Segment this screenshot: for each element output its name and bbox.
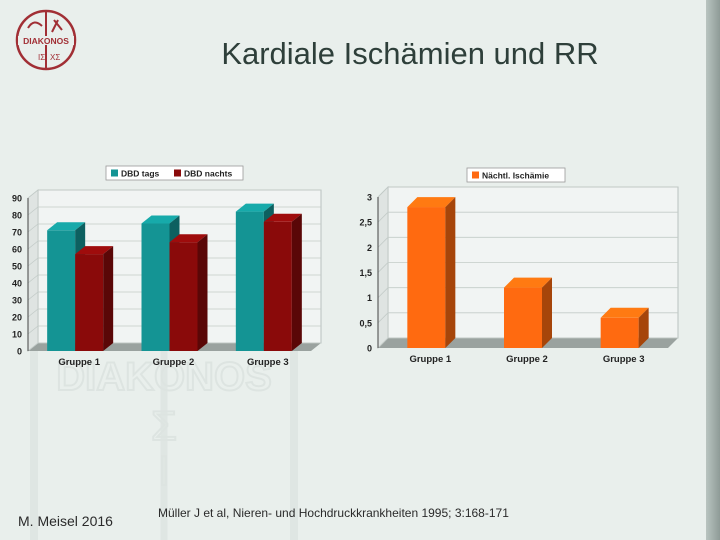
- gridline: [27, 257, 321, 267]
- gridline: [377, 211, 678, 223]
- svg-text:Ι: Ι: [158, 447, 170, 494]
- author-footer: M. Meisel 2016: [18, 513, 113, 529]
- legend: Nächtl. Ischämie: [466, 167, 566, 183]
- bar-n-chtl-isch-mie-gruppe-2: [504, 287, 542, 348]
- chart-dbd: 0 10 20 30 40 50 60 70 80 90 Gruppe 1 Gruppe 2 Grupp…: [12, 165, 322, 368]
- legend-swatch: [111, 169, 118, 177]
- bar-side-face: [291, 213, 302, 351]
- gridline: [27, 342, 321, 352]
- bar-dbd-nachts-gruppe-2: [169, 242, 198, 351]
- svg-text:ΙΣ: ΙΣ: [38, 53, 45, 62]
- bar-side-face: [638, 307, 649, 348]
- bar-dbd-tags-gruppe-3: [235, 211, 264, 351]
- bar-side-face: [445, 197, 456, 348]
- legend-label: DBD nachts: [184, 169, 232, 179]
- y-tick-label: 80: [12, 211, 22, 221]
- gridline: [377, 312, 678, 324]
- y-tick-label: 3: [367, 193, 372, 203]
- y-tick-label: 1,5: [359, 268, 372, 278]
- legend: DBD tags DBD nachts: [105, 165, 244, 181]
- bar-top-face: [169, 234, 208, 243]
- chart-ischaemie: 0 0,5 1 1,5 2 2,5 3 Gruppe 1 Gruppe 2 Gruppe 3 Näc…: [359, 167, 679, 365]
- bar-dbd-tags-gruppe-2: [141, 223, 170, 351]
- y-tick-label: 0: [367, 344, 372, 354]
- bar-side-face: [542, 277, 552, 348]
- gridline: [27, 223, 321, 233]
- right-edge-stripe: [706, 0, 720, 540]
- bar-n-chtl-isch-mie-gruppe-3: [600, 317, 639, 348]
- gridline: [27, 206, 321, 216]
- y-tick-label: 10: [12, 330, 22, 340]
- bar-top-face: [141, 215, 180, 224]
- gridline: [27, 308, 321, 318]
- gridline: [377, 262, 678, 273]
- y-tick-label: 2,5: [359, 218, 372, 228]
- gridline: [377, 337, 678, 349]
- x-tick-label: Gruppe 1: [58, 357, 100, 368]
- svg-text:DIAKONOS: DIAKONOS: [23, 36, 69, 46]
- y-tick-label: 20: [12, 313, 22, 323]
- gridline: [27, 240, 321, 250]
- legend-box: [466, 167, 566, 183]
- bar-top-face: [235, 203, 274, 212]
- svg-text:DIAKONOS: DIAKONOS: [56, 355, 272, 399]
- bar-side-face: [197, 234, 208, 351]
- svg-text:ΧΣ: ΧΣ: [50, 53, 60, 62]
- x-tick-label: Gruppe 3: [247, 357, 289, 368]
- svg-text:Σ: Σ: [151, 402, 177, 449]
- x-tick-label: Gruppe 2: [506, 354, 548, 365]
- legend-swatch: [174, 169, 181, 177]
- y-tick-label: 0,5: [359, 318, 372, 328]
- bar-top-face: [407, 197, 456, 208]
- y-tick-label: 70: [12, 228, 22, 238]
- bar-top-face: [504, 277, 552, 288]
- x-tick-label: Gruppe 2: [153, 357, 195, 368]
- slide-title: Kardiale Ischämien und RR: [221, 36, 599, 71]
- y-tick-label: 60: [12, 245, 22, 255]
- gridline: [27, 189, 321, 199]
- gridline: [27, 325, 321, 335]
- y-tick-label: 50: [12, 262, 22, 272]
- bar-top-face: [600, 307, 649, 318]
- bar-dbd-nachts-gruppe-1: [75, 254, 104, 351]
- citation-footer: Müller J et al, Nieren- und Hochdruckkra…: [158, 506, 509, 520]
- bar-n-chtl-isch-mie-gruppe-1: [407, 207, 446, 348]
- x-tick-label: Gruppe 3: [603, 354, 645, 365]
- legend-label: DBD tags: [121, 169, 160, 179]
- bar-top-face: [263, 213, 302, 222]
- x-tick-label: Gruppe 1: [409, 354, 451, 365]
- y-tick-label: 90: [12, 194, 22, 204]
- bar-top-face: [75, 246, 114, 255]
- gridline: [27, 274, 321, 284]
- legend-label: Nächtl. Ischämie: [482, 171, 549, 181]
- bar-side-face: [103, 246, 114, 351]
- y-tick-label: 1: [367, 293, 372, 303]
- y-tick-label: 30: [12, 296, 22, 306]
- gridline: [377, 186, 678, 198]
- diakonos-logo: DIAKONOS ΙΣ ΧΣ: [15, 9, 77, 71]
- gridline: [27, 291, 321, 301]
- y-tick-label: 40: [12, 279, 22, 289]
- bar-dbd-tags-gruppe-1: [47, 230, 76, 351]
- gridline: [377, 287, 678, 298]
- gridline: [377, 236, 678, 248]
- bar-dbd-nachts-gruppe-3: [263, 221, 292, 351]
- y-tick-label: 0: [17, 347, 22, 357]
- y-tick-label: 2: [367, 243, 372, 253]
- bar-top-face: [47, 222, 86, 231]
- legend-swatch: [472, 171, 479, 179]
